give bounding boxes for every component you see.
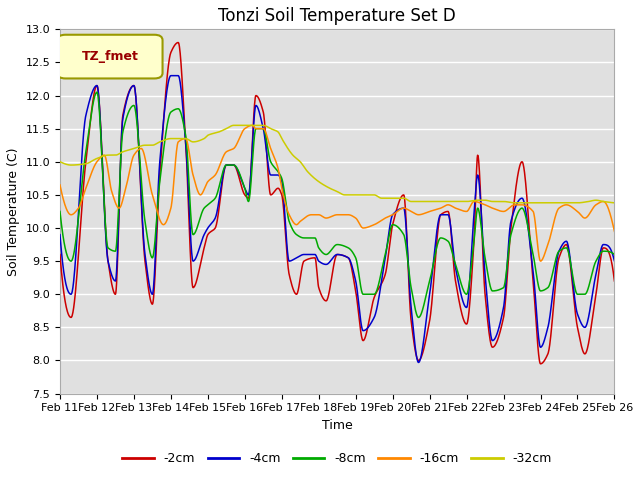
Title: Tonzi Soil Temperature Set D: Tonzi Soil Temperature Set D <box>218 7 456 25</box>
Y-axis label: Soil Temperature (C): Soil Temperature (C) <box>7 147 20 276</box>
Text: TZ_fmet: TZ_fmet <box>81 50 138 63</box>
X-axis label: Time: Time <box>322 419 353 432</box>
Legend: -2cm, -4cm, -8cm, -16cm, -32cm: -2cm, -4cm, -8cm, -16cm, -32cm <box>117 447 557 470</box>
FancyBboxPatch shape <box>57 35 163 78</box>
